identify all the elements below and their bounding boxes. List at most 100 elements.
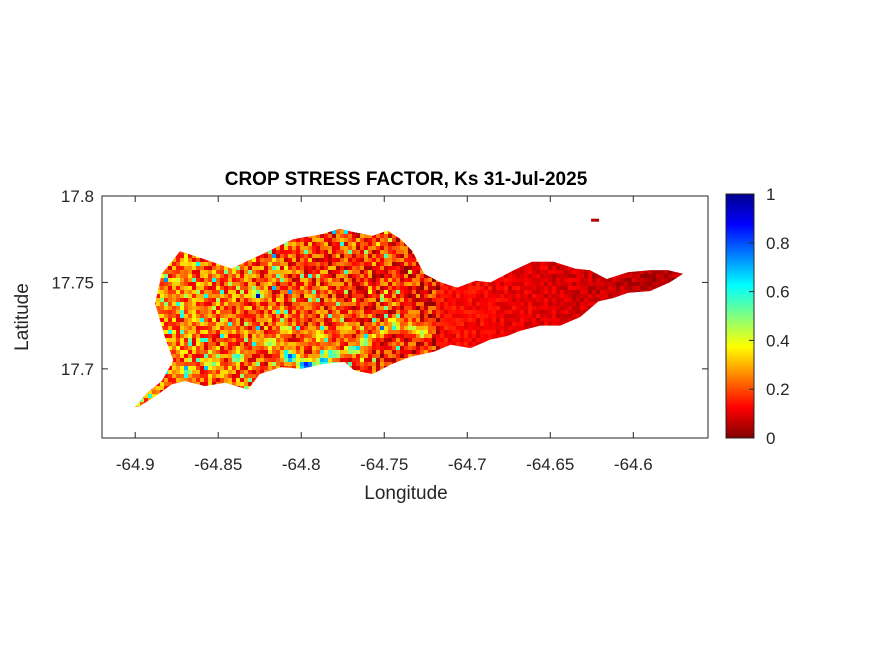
heat-cell — [228, 354, 233, 359]
heat-cell — [284, 270, 289, 275]
heat-cell — [240, 354, 245, 359]
heat-cell — [368, 258, 373, 263]
heat-cell — [360, 242, 365, 247]
heat-cell — [440, 302, 445, 307]
heat-cell — [288, 346, 293, 351]
heat-cell — [232, 270, 237, 275]
heat-cell — [596, 278, 601, 283]
heat-cell — [592, 290, 597, 295]
heat-cell — [404, 266, 409, 271]
heat-cell — [340, 238, 345, 243]
heat-cell — [420, 282, 425, 287]
heat-cell — [468, 322, 473, 327]
heat-cell — [448, 318, 453, 323]
heat-cell — [352, 330, 357, 335]
heat-cell — [392, 294, 397, 299]
heat-cell — [220, 342, 225, 347]
heat-cell — [556, 294, 561, 299]
heat-cell — [556, 290, 561, 295]
heat-cell — [408, 298, 413, 303]
heat-cell — [172, 266, 177, 271]
heat-cell — [556, 314, 561, 319]
heat-cell — [288, 246, 293, 251]
heat-cell — [232, 326, 237, 331]
heat-cell — [296, 282, 301, 287]
heat-cell — [188, 290, 193, 295]
heat-cell — [164, 338, 169, 343]
heat-cell — [460, 298, 465, 303]
heat-cell — [272, 286, 277, 291]
heat-cell — [236, 318, 241, 323]
heat-cell — [308, 238, 313, 243]
heat-cell — [284, 282, 289, 287]
heat-cell — [208, 354, 213, 359]
heat-cell — [584, 274, 589, 279]
heat-cell — [212, 274, 217, 279]
heat-cell — [276, 286, 281, 291]
heat-cell — [208, 346, 213, 351]
heat-cell — [360, 266, 365, 271]
heat-cell — [260, 262, 265, 267]
heat-cell — [400, 298, 405, 303]
heat-cell — [380, 270, 385, 275]
heat-cell — [344, 298, 349, 303]
heat-cell — [308, 334, 313, 339]
heat-cell — [432, 302, 437, 307]
heat-cell — [208, 326, 213, 331]
heat-cell — [256, 334, 261, 339]
heat-cell — [296, 246, 301, 251]
heat-cell — [412, 266, 417, 271]
heat-cell — [176, 318, 181, 323]
heat-cell — [568, 266, 573, 271]
heat-cell — [208, 298, 213, 303]
heat-cell — [568, 298, 573, 303]
heat-cell — [312, 270, 317, 275]
heat-cell — [204, 326, 209, 331]
heat-cell — [572, 302, 577, 307]
heat-cell — [312, 262, 317, 267]
heat-cell — [504, 326, 509, 331]
heat-cell — [648, 278, 653, 283]
heat-cell — [620, 274, 625, 279]
heat-cell — [216, 302, 221, 307]
heat-cell — [364, 262, 369, 267]
heat-cell — [488, 330, 493, 335]
heat-cell — [380, 350, 385, 355]
heat-cell — [360, 358, 365, 363]
heat-cell — [240, 286, 245, 291]
heat-cell — [388, 278, 393, 283]
heat-cell — [176, 298, 181, 303]
heat-cell — [264, 274, 269, 279]
heat-cell — [224, 318, 229, 323]
heat-cell — [252, 266, 257, 271]
heat-cell — [448, 286, 453, 291]
heat-cell — [580, 298, 585, 303]
heat-cell — [216, 346, 221, 351]
heat-cell — [496, 334, 501, 339]
heat-cell — [572, 314, 577, 319]
heat-cell — [392, 302, 397, 307]
heat-cell — [656, 274, 661, 279]
heat-cell — [196, 294, 201, 299]
heat-cell — [604, 282, 609, 287]
heat-cell — [632, 286, 637, 291]
heat-cell — [476, 286, 481, 291]
heat-cell — [252, 298, 257, 303]
heat-cell — [376, 242, 381, 247]
heat-cell — [348, 278, 353, 283]
heat-cell — [408, 318, 413, 323]
heat-cell — [344, 230, 349, 235]
heat-cell — [476, 310, 481, 315]
heat-cell — [308, 338, 313, 343]
heat-cell — [328, 250, 333, 255]
heat-cell — [428, 282, 433, 287]
heat-cell — [648, 282, 653, 287]
heat-cell — [396, 342, 401, 347]
heat-cell — [340, 270, 345, 275]
heat-cell — [200, 274, 205, 279]
heat-cell — [400, 354, 405, 359]
heat-cell — [508, 278, 513, 283]
heat-cell — [344, 246, 349, 251]
heat-cell — [428, 350, 433, 355]
heat-cell — [432, 282, 437, 287]
